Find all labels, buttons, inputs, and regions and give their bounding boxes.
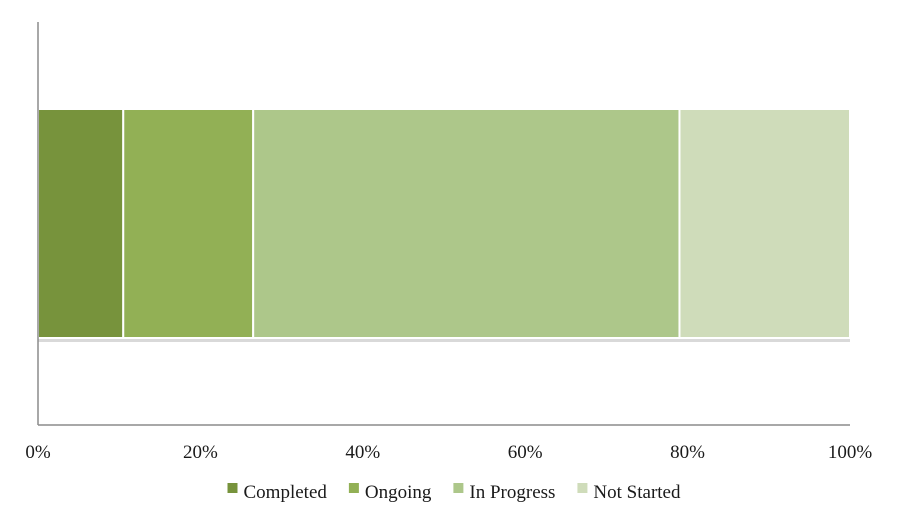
legend-label: Ongoing [365,482,432,503]
legend-label: Not Started [593,482,681,503]
bar-segment-in-progress [252,108,681,339]
bar-segment-ongoing [122,108,255,339]
bar-shadow [38,338,850,342]
x-tick-label: 80% [670,442,705,463]
legend-swatch [348,483,359,493]
bar-segment-not-started [678,108,851,339]
x-tick-label: 100% [828,442,873,463]
x-tick-label: 40% [345,442,380,463]
x-tick-label: 20% [183,442,218,463]
legend-label: Completed [244,482,328,503]
legend-swatch [577,483,588,493]
legend-swatch [453,483,464,493]
bar-segment-completed [37,108,125,339]
legend-label: In Progress [469,482,555,503]
legend-swatch [227,483,238,493]
x-tick-label: 0% [25,442,51,463]
x-tick-label: 60% [508,442,543,463]
